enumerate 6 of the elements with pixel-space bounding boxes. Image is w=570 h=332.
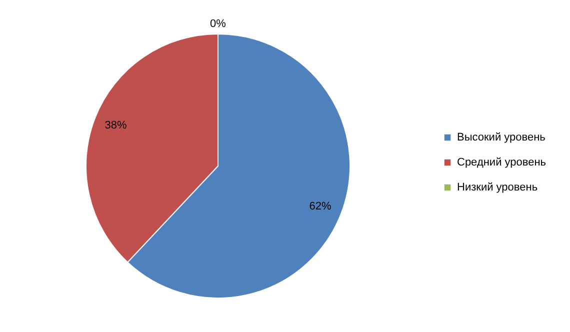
data-label: 62% [309, 200, 332, 212]
data-label: 38% [104, 120, 127, 132]
text: 0% [210, 18, 226, 30]
legend-label: Высокий уровень [457, 132, 546, 144]
legend-label: Средний уровень [457, 156, 546, 168]
legend-label: Низкий уровень [457, 182, 538, 194]
